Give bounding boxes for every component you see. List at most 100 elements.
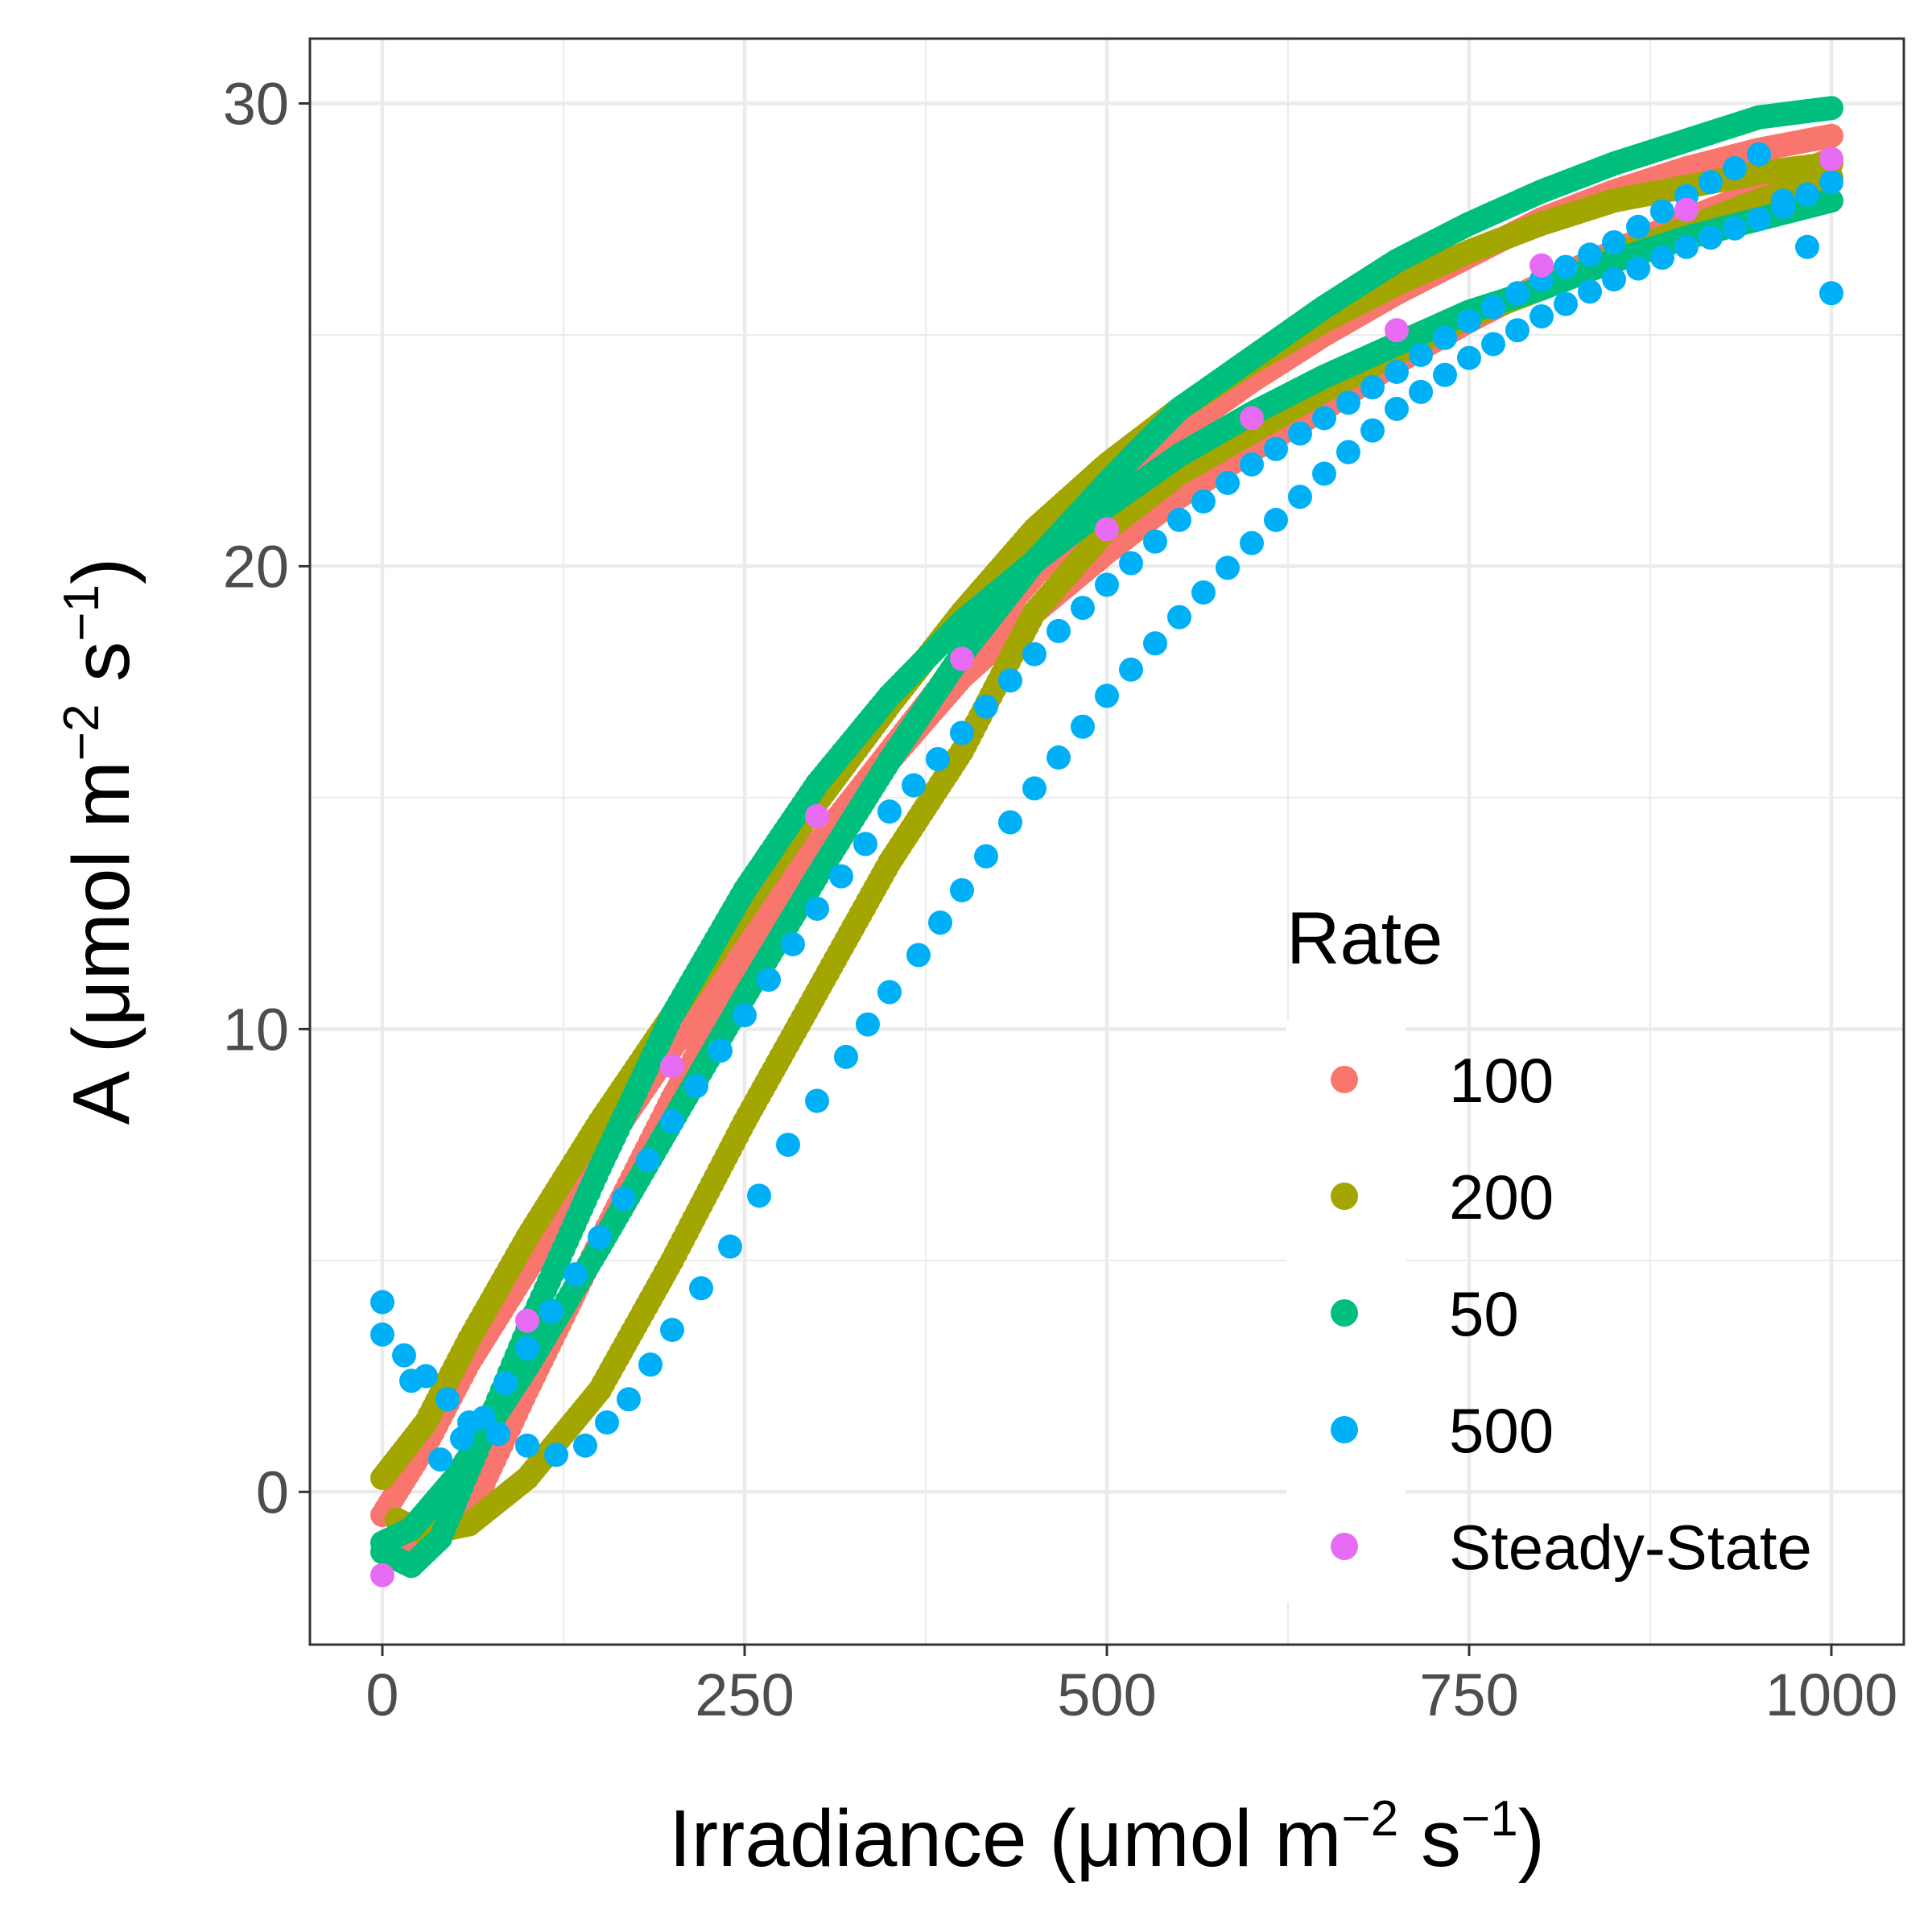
x-axis-title-close: ) (1518, 1794, 1545, 1884)
point-rate-500 (486, 1422, 510, 1447)
point-rate-500 (1240, 452, 1264, 477)
point-rate-500 (1699, 170, 1723, 195)
point-rate-500 (1699, 225, 1723, 250)
point-rate-500 (1409, 342, 1433, 367)
point-rate-500 (1626, 214, 1650, 239)
point-rate-500 (1288, 421, 1312, 446)
point-rate-500 (1505, 281, 1530, 306)
legend-label-50: 50 (1449, 1278, 1519, 1349)
point-rate-500 (1554, 254, 1578, 279)
y-axis-title-exp1: −2 (54, 704, 109, 762)
point-rate-100 (1819, 123, 1843, 148)
point-rate-500 (370, 1322, 394, 1347)
y-tick-label: 10 (223, 996, 289, 1063)
point-rate-500 (573, 1433, 597, 1458)
point-rate-500 (853, 832, 877, 857)
point-rate-500 (1095, 683, 1119, 708)
y-axis-title-mid: s (56, 642, 147, 704)
point-rate-500 (1626, 256, 1650, 281)
point-rate-500 (1819, 281, 1843, 306)
point-rate-steady-state (660, 1054, 684, 1079)
point-rate-500 (1360, 375, 1385, 400)
point-rate-500 (928, 910, 952, 935)
x-axis-title-exp1: −2 (1342, 1791, 1399, 1847)
point-rate-500 (1650, 199, 1674, 224)
point-rate-500 (1819, 170, 1843, 195)
legend-key-steady-state (1331, 1533, 1358, 1560)
point-rate-500 (1312, 461, 1336, 486)
point-rate-500 (638, 1352, 663, 1377)
point-rate-500 (1385, 359, 1409, 384)
legend-key-200 (1331, 1183, 1358, 1210)
point-rate-500 (1530, 303, 1554, 328)
x-tick-label: 1000 (1765, 1662, 1898, 1728)
point-rate-500 (1191, 489, 1216, 514)
point-rate-500 (1554, 291, 1578, 316)
point-rate-500 (564, 1262, 588, 1287)
point-rate-500 (588, 1225, 612, 1250)
point-rate-500 (747, 1183, 771, 1208)
point-rate-500 (1578, 279, 1602, 304)
point-rate-50 (1819, 188, 1843, 213)
point-rate-500 (436, 1387, 460, 1412)
point-rate-500 (370, 1290, 394, 1315)
axis-ticks: 0 250 500 750 1000 0 10 20 30 (223, 70, 1898, 1728)
point-rate-500 (1312, 406, 1336, 431)
point-rate-500 (1119, 657, 1143, 682)
point-rate-500 (544, 1443, 568, 1468)
y-axis-title: A (μmol m−2 s−1) (54, 558, 147, 1125)
point-rate-steady-state (805, 803, 829, 828)
point-rate-500 (1264, 436, 1288, 461)
legend-label-steady-state: Steady-State (1449, 1512, 1812, 1583)
point-rate-500 (493, 1371, 518, 1396)
point-rate-500 (998, 668, 1022, 693)
point-rate-500 (617, 1387, 641, 1412)
point-rate-500 (1433, 362, 1457, 387)
point-rate-500 (1385, 396, 1409, 421)
point-rate-500 (757, 968, 781, 993)
point-rate-steady-state (515, 1308, 539, 1333)
point-rate-500 (805, 896, 829, 921)
point-rate-500 (829, 864, 853, 889)
point-rate-500 (1071, 714, 1095, 739)
point-rate-500 (1578, 242, 1602, 267)
point-rate-500 (1143, 529, 1167, 554)
point-rate-500 (1723, 155, 1747, 180)
legend-entries: 100 200 50 500 Steady-State (1331, 1045, 1812, 1583)
legend-title: Rate (1286, 898, 1443, 980)
point-rate-500 (1119, 551, 1143, 576)
point-rate-500 (1264, 507, 1288, 532)
point-rate-500 (515, 1336, 539, 1361)
legend-key-100 (1331, 1066, 1358, 1093)
x-tick-label: 250 (695, 1662, 794, 1728)
y-tick-label: 20 (223, 533, 289, 600)
point-rate-500 (1360, 418, 1385, 443)
point-rate-500 (1046, 745, 1071, 770)
point-rate-500 (902, 773, 926, 798)
point-rate-500 (1336, 390, 1360, 415)
point-rate-500 (1795, 234, 1819, 259)
point-rate-500 (689, 1276, 713, 1301)
point-rate-500 (1602, 266, 1626, 291)
point-rate-500 (472, 1406, 496, 1430)
point-rate-500 (950, 877, 974, 902)
x-tick-label: 0 (365, 1662, 398, 1728)
point-rate-500 (1240, 530, 1264, 555)
point-rate-500 (1288, 485, 1312, 510)
point-rate-500 (1771, 188, 1795, 213)
point-rate-500 (1674, 234, 1699, 259)
point-rate-500 (1216, 470, 1240, 495)
point-rate-steady-state (370, 1563, 394, 1587)
point-rate-500 (539, 1299, 564, 1324)
y-axis-title-main: A ( (56, 1026, 147, 1125)
point-rate-500 (1336, 440, 1360, 464)
point-rate-500 (1457, 308, 1481, 333)
point-rate-500 (1747, 142, 1771, 167)
point-rate-500 (428, 1447, 452, 1472)
x-tick-label: 500 (1057, 1662, 1156, 1728)
y-tick-label: 0 (256, 1459, 289, 1525)
point-rate-500 (1747, 207, 1771, 232)
legend-key-500 (1331, 1416, 1358, 1443)
point-rate-500 (856, 1012, 880, 1037)
